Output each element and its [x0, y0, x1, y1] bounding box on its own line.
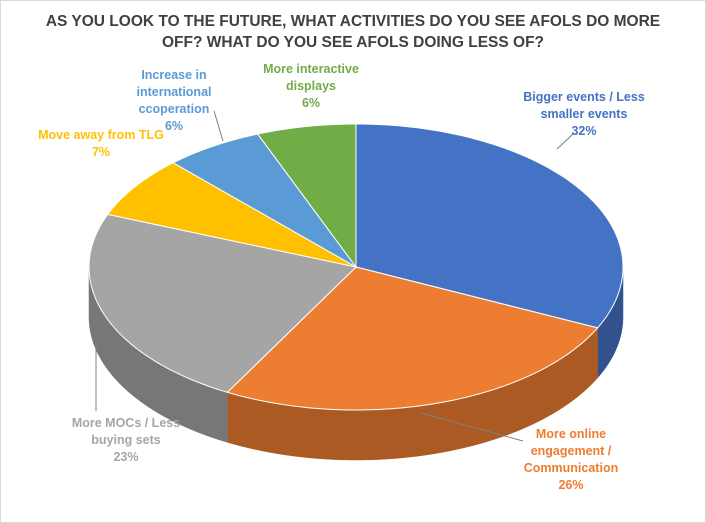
- value-label: 32%: [571, 124, 597, 138]
- category-label: Bigger events / Less smaller events: [523, 90, 645, 121]
- data-label: More interactive displays 6%: [251, 61, 371, 112]
- pie-slice: [256, 123, 357, 269]
- leader-lines: [95, 110, 574, 442]
- pie-slice: [106, 162, 357, 268]
- pie-tops: [88, 123, 624, 411]
- pie-slice: [355, 123, 624, 329]
- value-label: 6%: [164, 119, 184, 133]
- category-label: More MOCs / Less buying sets: [71, 416, 181, 447]
- value-label: 23%: [113, 450, 139, 464]
- data-label: More MOCs / Less buying sets 23%: [61, 415, 191, 466]
- value-label: 6%: [301, 96, 321, 110]
- data-label: More online engagement / Communication 26…: [501, 426, 641, 494]
- data-label: Move away from TLG 7%: [16, 127, 186, 161]
- value-label: 26%: [558, 478, 584, 492]
- leader-line: [556, 133, 574, 150]
- category-label: More interactive displays: [263, 62, 359, 93]
- chart-title: AS YOU LOOK TO THE FUTURE, WHAT ACTIVITI…: [45, 13, 661, 51]
- leader-line: [213, 110, 224, 142]
- pie-slice: [172, 133, 357, 268]
- leader-line: [420, 412, 524, 442]
- data-label: Bigger events / Less smaller events 32%: [514, 89, 654, 140]
- pie-slice: [88, 213, 358, 393]
- category-label: Move away from TLG: [38, 128, 164, 142]
- value-label: 7%: [91, 145, 111, 159]
- category-label: More online engagement / Communication: [523, 427, 619, 475]
- category-label: Increase in international ccoperation: [136, 68, 212, 116]
- data-label: Increase in international ccoperation 6%: [119, 67, 229, 135]
